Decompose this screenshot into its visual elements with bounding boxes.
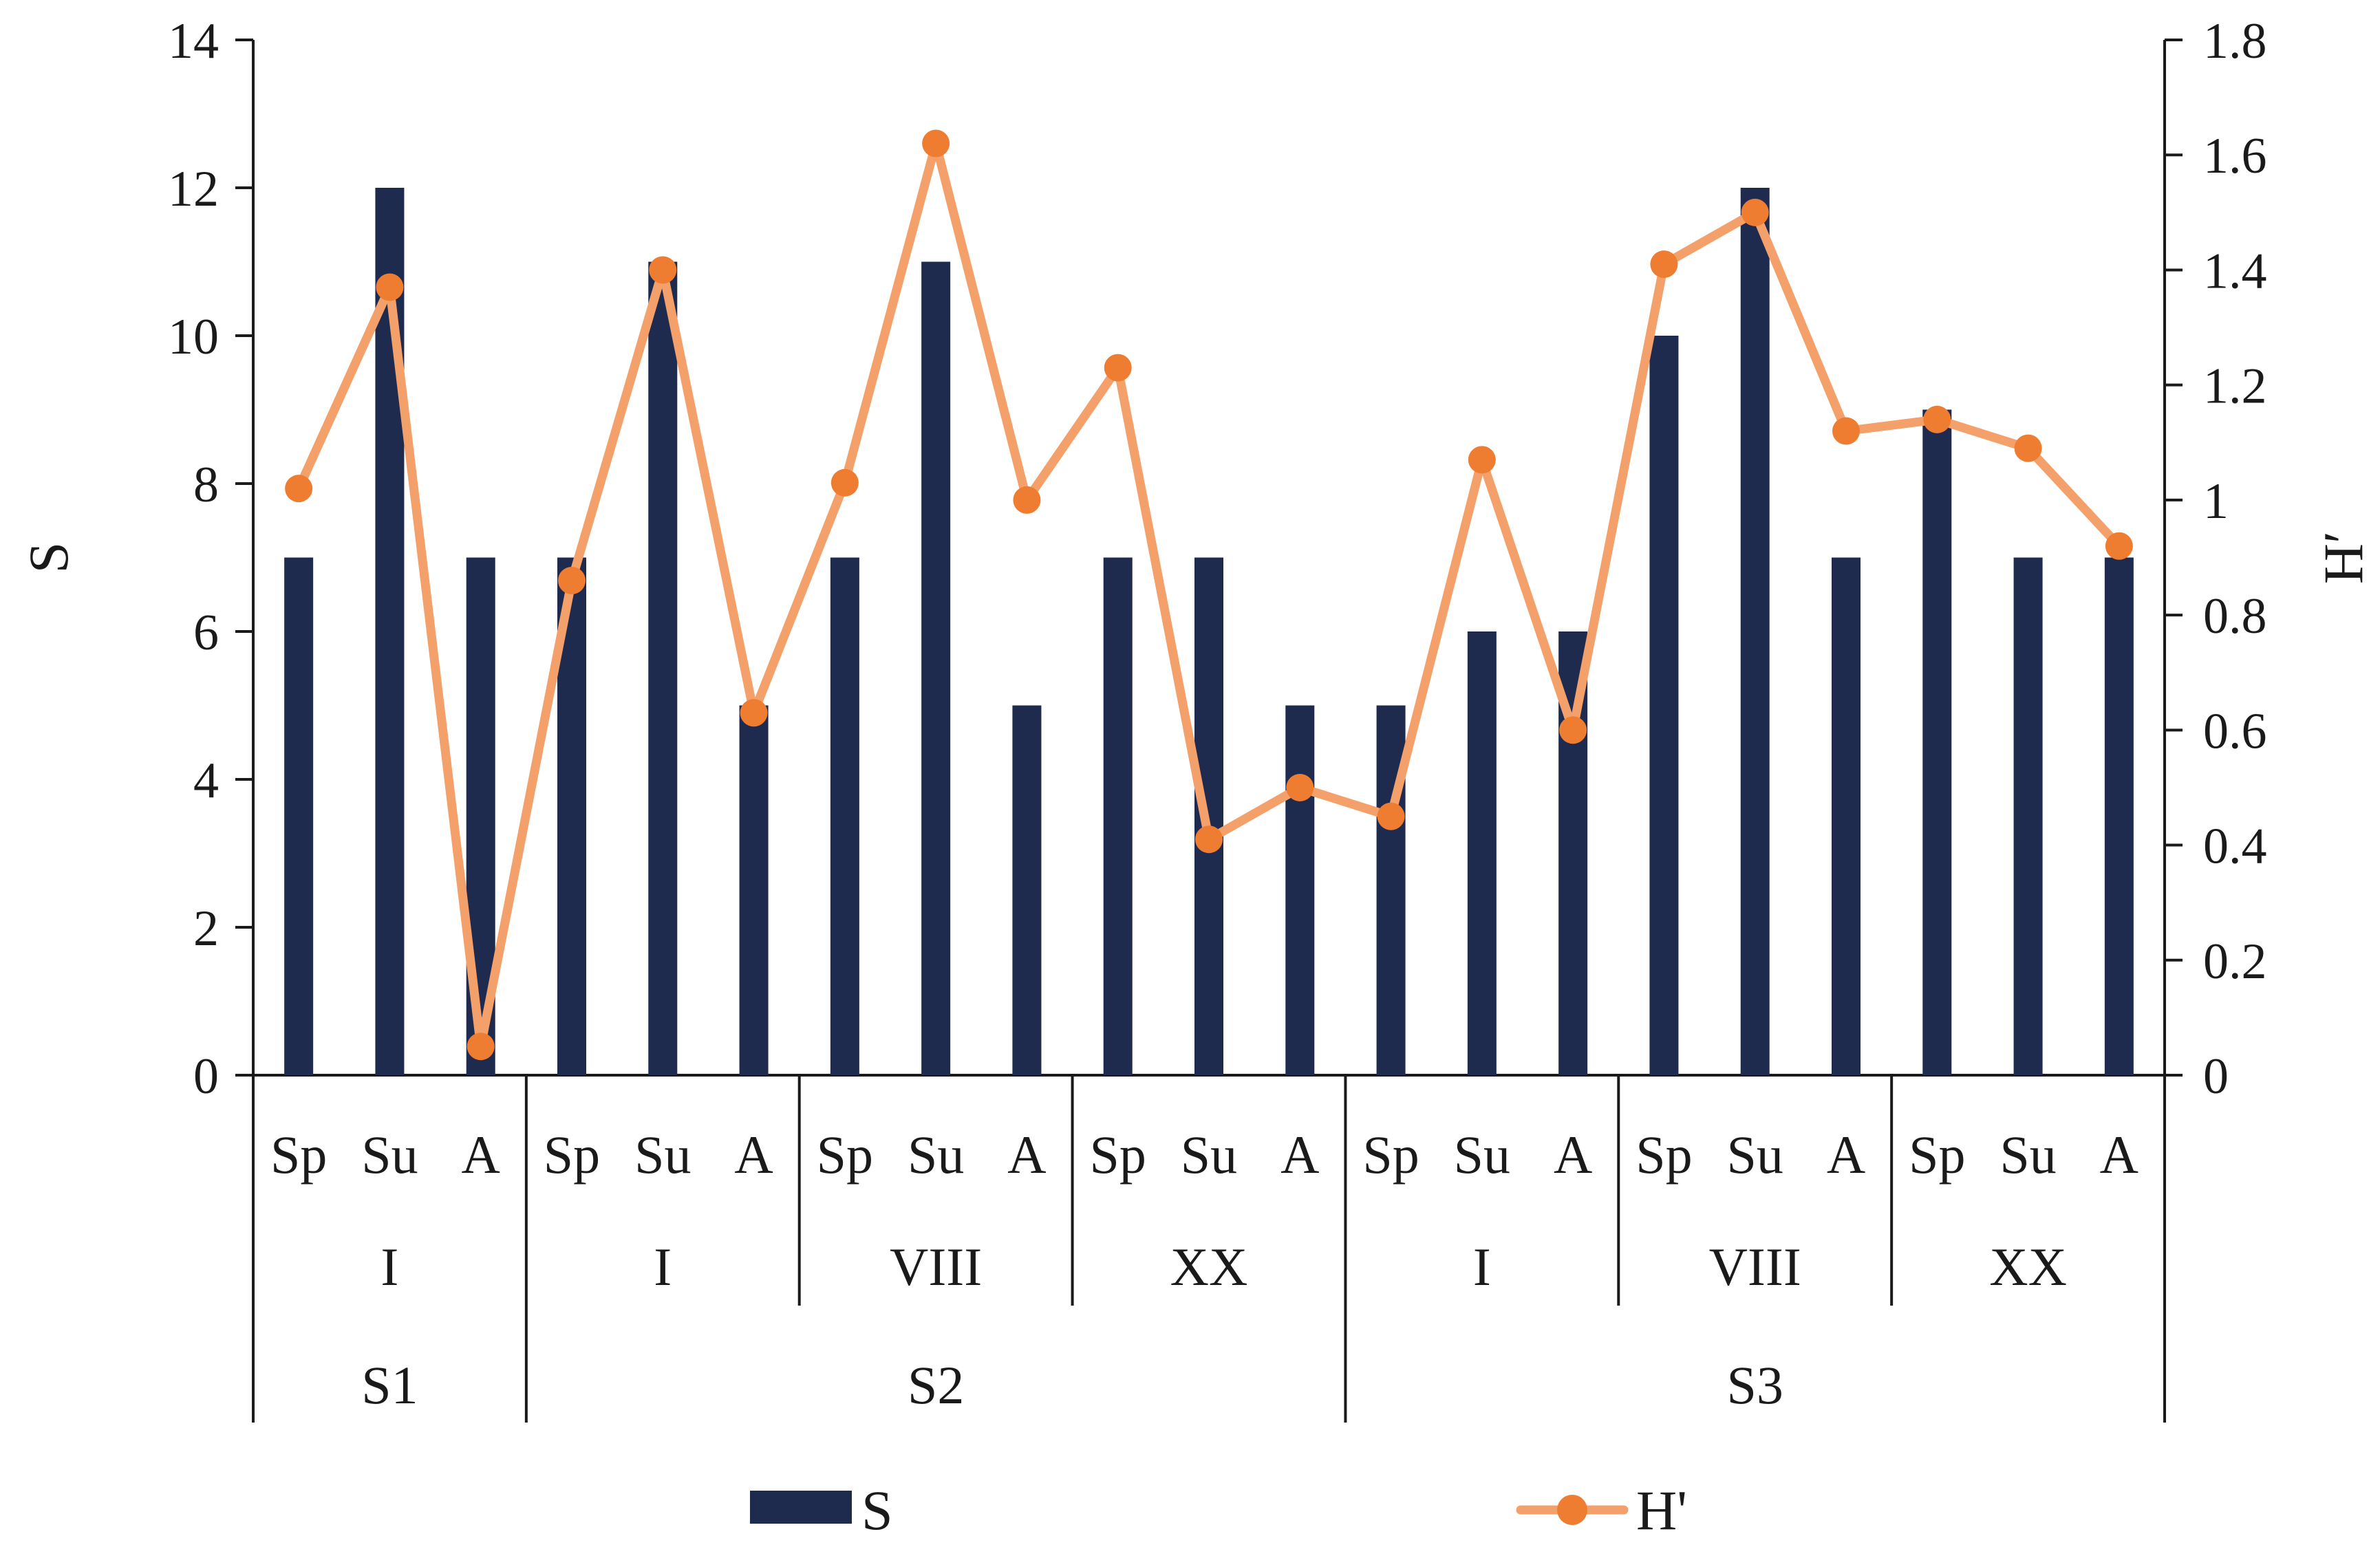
- x-group-label: VIII: [890, 1237, 982, 1297]
- x-category-label: Sp: [1636, 1125, 1692, 1185]
- bar-s: [1649, 336, 1679, 1075]
- point-h: [1650, 250, 1678, 279]
- bar-s: [830, 557, 859, 1075]
- legend-swatch-h-marker: [1557, 1495, 1587, 1525]
- legend: S H': [750, 1479, 1687, 1542]
- point-h: [1286, 773, 1314, 801]
- bar-s: [648, 261, 678, 1075]
- x-category-label: Su: [361, 1125, 418, 1185]
- y2-tick-label: 1.6: [2203, 128, 2267, 184]
- y2-tick-label: 1: [2203, 473, 2229, 530]
- y2-tick-label: 0.6: [2203, 703, 2267, 759]
- x-category-label: Su: [1181, 1125, 1237, 1185]
- point-h: [467, 1033, 495, 1061]
- y-tick-label: 4: [193, 753, 219, 809]
- point-h: [1468, 446, 1496, 474]
- point-h: [1195, 825, 1223, 854]
- line-series-h: [285, 129, 2133, 1061]
- y2-tick-label: 0: [2203, 1048, 2229, 1105]
- x-category-label: Sp: [1362, 1125, 1419, 1185]
- x-category-label: Su: [1727, 1125, 1783, 1185]
- point-h: [1741, 198, 1769, 226]
- y-tick-label: 10: [168, 309, 219, 365]
- x-category-label: Sp: [1090, 1125, 1146, 1185]
- bar-s: [1285, 705, 1315, 1075]
- x-category-label: Su: [1454, 1125, 1510, 1185]
- x-group-label: I: [1473, 1237, 1491, 1297]
- y2-tick-label: 0.8: [2203, 588, 2267, 645]
- bar-s: [1922, 409, 1952, 1075]
- x-category-label: Su: [634, 1125, 691, 1185]
- point-h: [2105, 532, 2133, 560]
- point-h: [2014, 434, 2042, 462]
- y-tick-label: 6: [193, 605, 219, 661]
- y-axis-title: S: [17, 542, 80, 574]
- point-h: [1104, 354, 1132, 382]
- bar-s: [739, 705, 769, 1075]
- point-h: [558, 566, 586, 594]
- y2-tick-label: 1.4: [2203, 243, 2267, 299]
- y-tick-label: 2: [193, 900, 219, 957]
- point-h: [1377, 802, 1405, 830]
- x-category-label: A: [1280, 1125, 1319, 1185]
- point-h: [285, 475, 313, 503]
- x-group-label: I: [654, 1237, 672, 1297]
- y-tick-label: 12: [168, 161, 219, 217]
- bar-s: [1467, 631, 1497, 1075]
- x-category-label: Sp: [270, 1125, 327, 1185]
- bar-s: [1832, 557, 1861, 1075]
- y2-tick-label: 1.2: [2203, 358, 2267, 415]
- x-site-label: S1: [361, 1355, 418, 1415]
- legend-swatch-s: [750, 1491, 852, 1524]
- x-group-label: I: [380, 1237, 398, 1297]
- legend-label-s: S: [861, 1479, 893, 1542]
- y2-axis-title: H′: [2312, 531, 2374, 584]
- x-category-label: A: [734, 1125, 773, 1185]
- point-h: [376, 273, 404, 301]
- point-h: [740, 699, 768, 727]
- x-category-label: A: [1827, 1125, 1865, 1185]
- legend-label-h: H': [1636, 1479, 1687, 1542]
- x-group-label: XX: [1989, 1237, 2067, 1297]
- point-h: [649, 256, 677, 284]
- tick-labels: 0 2 4 6 8 10 12 14 0 0.2 0.4 0.6 0.8 1 1.2 1.4 1.6 1.8 S H′…: [17, 13, 2374, 1415]
- x-site-label: S3: [1727, 1355, 1783, 1415]
- point-h: [922, 129, 950, 158]
- x-group-label: XX: [1170, 1237, 1248, 1297]
- bar-s: [2013, 557, 2043, 1075]
- point-h: [830, 468, 859, 497]
- y-tick-label: 14: [168, 13, 219, 69]
- x-category-label: A: [2100, 1125, 2138, 1185]
- y2-tick-label: 0.4: [2203, 819, 2267, 875]
- x-category-label: A: [1554, 1125, 1592, 1185]
- point-h: [1923, 405, 1951, 433]
- x-category-label: A: [462, 1125, 500, 1185]
- x-group-label: VIII: [1709, 1237, 1801, 1297]
- y-tick-label: 0: [193, 1048, 219, 1105]
- x-category-label: Su: [2000, 1125, 2056, 1185]
- bar-s: [2104, 557, 2134, 1075]
- y-tick-label: 8: [193, 457, 219, 513]
- bar-s: [1012, 705, 1042, 1075]
- point-h: [1013, 486, 1041, 514]
- y2-tick-label: 0.2: [2203, 933, 2267, 990]
- bar-s: [284, 557, 314, 1075]
- y2-tick-label: 1.8: [2203, 13, 2267, 69]
- point-h: [1559, 716, 1587, 744]
- bar-s: [921, 261, 951, 1075]
- x-category-label: A: [1007, 1125, 1046, 1185]
- x-category-label: Sp: [817, 1125, 873, 1185]
- x-site-label: S2: [908, 1355, 964, 1415]
- bar-s: [1103, 557, 1133, 1075]
- x-category-label: Sp: [544, 1125, 600, 1185]
- point-h: [1832, 417, 1860, 445]
- bar-s: [1740, 188, 1770, 1075]
- x-category-label: Sp: [1909, 1125, 1965, 1185]
- x-category-label: Su: [908, 1125, 964, 1185]
